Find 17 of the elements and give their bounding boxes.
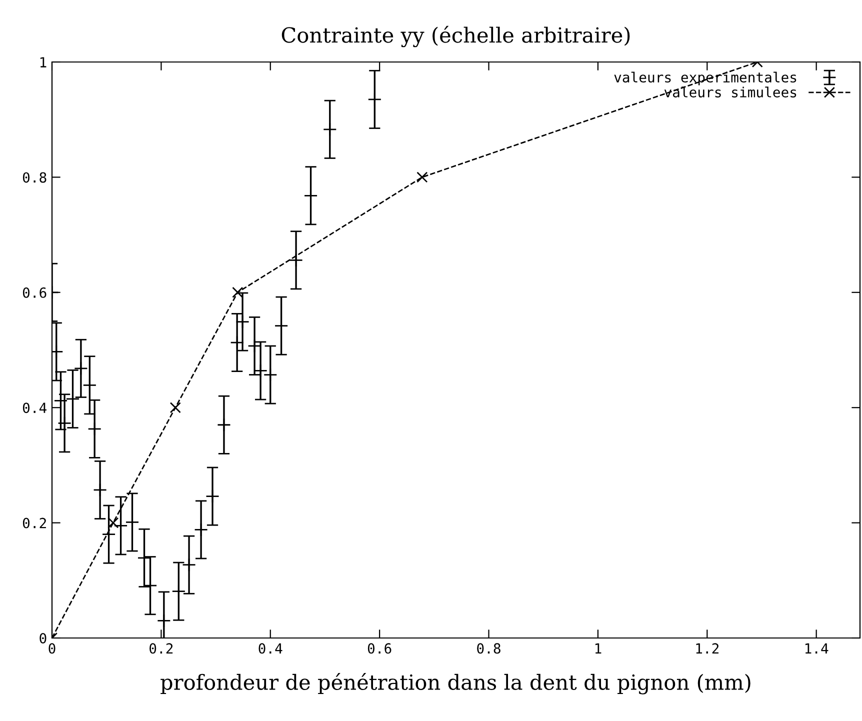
chart-title: Contrainte yy (échelle arbitraire) xyxy=(282,26,630,48)
x-tick-label: 1.4 xyxy=(805,643,828,654)
x-tick-label: 0.8 xyxy=(477,643,500,654)
y-tick-label: 0.6 xyxy=(22,287,46,298)
y-tick-label: 1 xyxy=(40,57,46,68)
y-tick-label: 0.8 xyxy=(22,172,46,183)
x-tick-label: 1.2 xyxy=(696,643,718,654)
y-tick-label: 0.2 xyxy=(22,518,46,528)
x-tick-label: 1 xyxy=(595,643,602,654)
x-tick-label: 0.4 xyxy=(258,643,282,654)
legend-label: valeurs simulees xyxy=(664,86,796,98)
x-tick-label: 0.2 xyxy=(150,643,173,654)
x-axis-title: profondeur de pénétration dans la dent du pignon (mm) xyxy=(160,673,750,694)
y-tick-label: 0.4 xyxy=(22,402,46,414)
x-tick-label: 0 xyxy=(48,643,56,654)
y-tick-label: 0 xyxy=(40,633,46,644)
x-tick-label: 0.6 xyxy=(368,643,392,654)
